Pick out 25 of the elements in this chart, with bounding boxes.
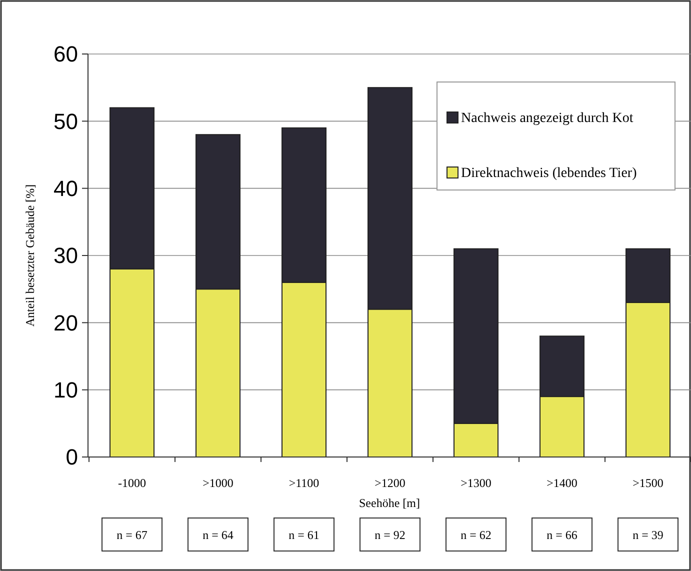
text: n = 92 [374, 528, 406, 542]
legend-label: Nachweis angezeigt durch Kot [461, 111, 634, 126]
x-tick-label: >1300 [460, 476, 492, 490]
x-tick-label: >1000 [202, 476, 234, 490]
text: n = 64 [202, 528, 234, 542]
x-tick-label: >1400 [546, 476, 578, 490]
text: n = 67 [116, 528, 148, 542]
y-tick-label: 30 [54, 243, 78, 268]
y-tick-label: 20 [54, 310, 78, 336]
y-tick-label: 60 [54, 42, 78, 67]
x-tick-label: >1200 [374, 476, 406, 490]
x-tick-label: >1500 [632, 476, 664, 490]
x-axis-title: Seehöhe [m] [359, 496, 420, 510]
text: n = 62 [460, 528, 492, 542]
y-tick-label: 50 [54, 108, 78, 134]
y-axis-title: Anteil besetzter Gebäude [%] [23, 184, 37, 327]
x-tick-label: >1100 [288, 476, 320, 490]
x-tick-label: -1000 [118, 476, 146, 490]
y-tick-label: 40 [54, 176, 78, 202]
y-tick-label: 0 [66, 444, 78, 470]
text: n = 39 [632, 528, 664, 542]
text: n = 66 [546, 528, 578, 542]
y-tick-label: 10 [54, 378, 78, 403]
text: n = 61 [288, 528, 320, 542]
legend-label: Direktnachweis (lebendes Tier) [461, 166, 638, 181]
